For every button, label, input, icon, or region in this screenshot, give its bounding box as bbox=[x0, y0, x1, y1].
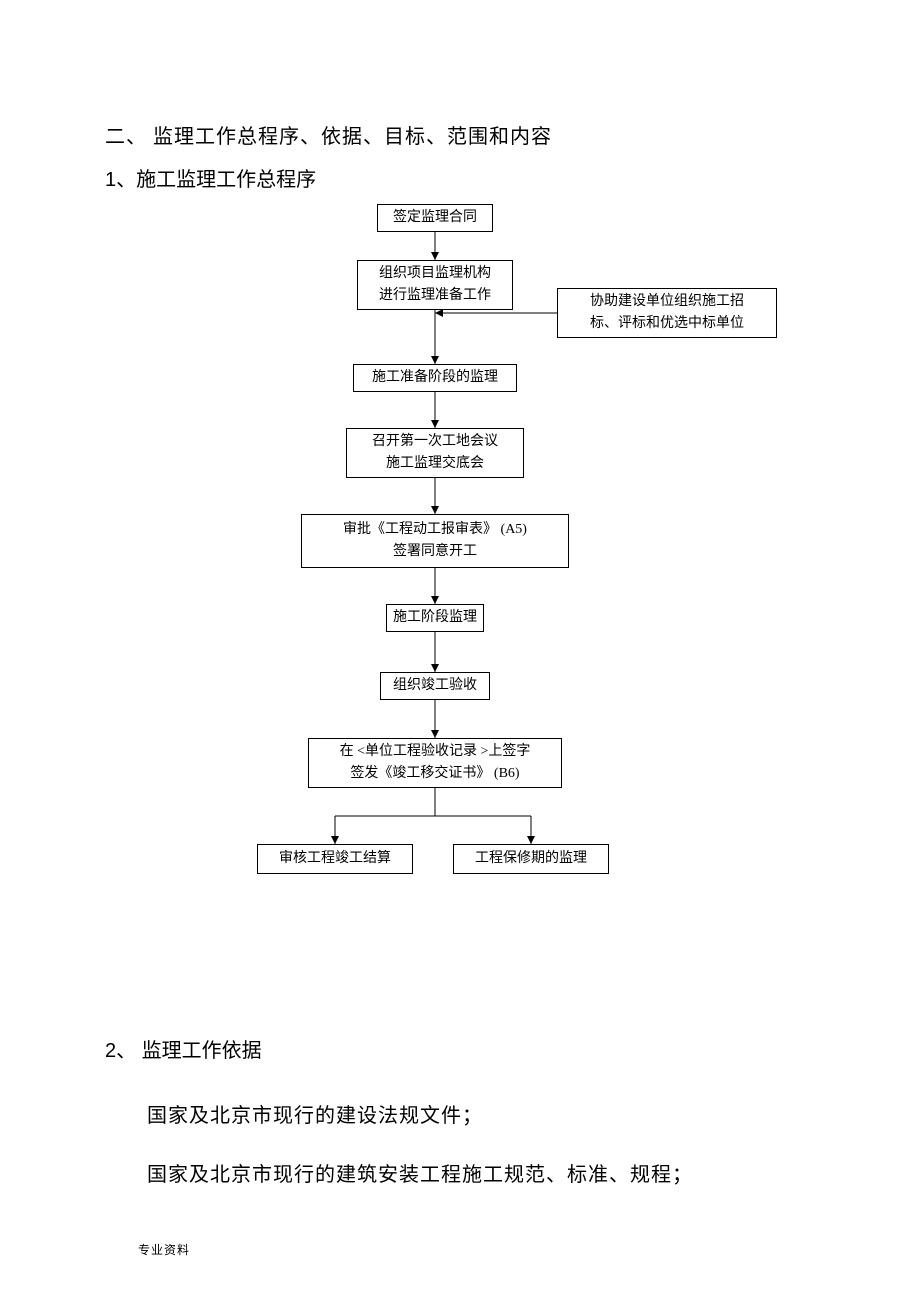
paragraph: 国家及北京市现行的建筑安装工程施工规范、标准、规程； bbox=[147, 1158, 820, 1187]
flowchart-node: 签定监理合同 bbox=[377, 204, 493, 232]
flowchart-node: 施工阶段监理 bbox=[386, 604, 484, 632]
flowchart-node: 施工准备阶段的监理 bbox=[353, 364, 517, 392]
flowchart-node: 组织竣工验收 bbox=[380, 672, 490, 700]
flowchart-node: 组织项目监理机构进行监理准备工作 bbox=[357, 260, 513, 310]
subsection-heading: 1、施工监理工作总程序 bbox=[105, 163, 820, 192]
flowchart-node: 在 <单位工程验收记录 >上签字签发《竣工移交证书》 (B6) bbox=[308, 738, 562, 788]
flowchart-node: 协助建设单位组织施工招标、评标和优选中标单位 bbox=[557, 288, 777, 338]
paragraph: 国家及北京市现行的建设法规文件； bbox=[147, 1099, 820, 1128]
flowchart-node: 工程保修期的监理 bbox=[453, 844, 609, 874]
flowchart-node: 审核工程竣工结算 bbox=[257, 844, 413, 874]
section-heading: 二、 监理工作总程序、依据、目标、范围和内容 bbox=[105, 120, 820, 149]
footer-text: 专业资料 bbox=[138, 1241, 190, 1258]
flowchart-node: 召开第一次工地会议施工监理交底会 bbox=[346, 428, 524, 478]
subsection-heading-2: 2、 监理工作依据 bbox=[105, 1034, 820, 1063]
flowchart-node: 审批《工程动工报审表》 (A5)签署同意开工 bbox=[301, 514, 569, 568]
flowchart-container: 签定监理合同组织项目监理机构进行监理准备工作协助建设单位组织施工招标、评标和优选… bbox=[105, 204, 825, 974]
